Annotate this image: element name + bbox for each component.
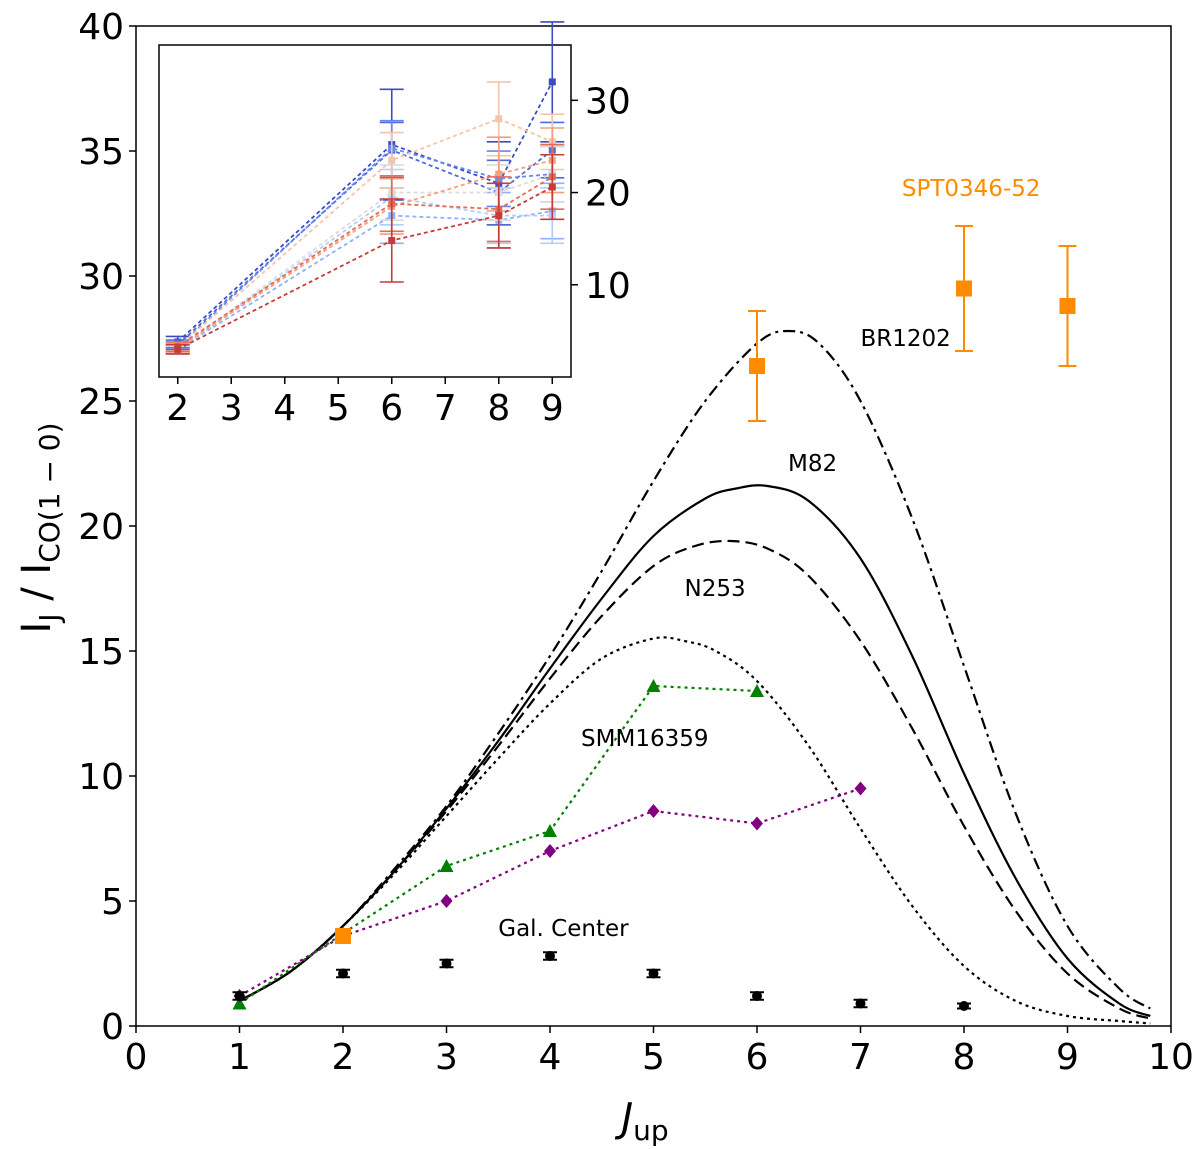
diamond-marker — [440, 894, 453, 908]
inset-series-line-1 — [177, 81, 554, 343]
model-curve-2 — [238, 484, 1151, 1018]
annotation-label: BR1202 — [861, 326, 951, 352]
model-curve-4 — [238, 636, 1151, 1025]
x-tick-label: 0 — [125, 1037, 148, 1078]
circle-marker — [441, 958, 452, 969]
y-tick-label: 10 — [78, 757, 124, 798]
inset-square-marker — [388, 237, 396, 245]
triangle-marker — [646, 679, 661, 692]
circle-marker — [855, 998, 866, 1009]
inset-square-marker — [548, 78, 556, 86]
x-tick-label: 3 — [435, 1037, 458, 1078]
inset-square-marker — [548, 183, 556, 191]
circle-marker — [648, 968, 659, 979]
inset-square-marker — [495, 212, 503, 220]
inset-series-line-8 — [177, 159, 553, 350]
series-line-1 — [238, 684, 758, 1005]
circle-marker — [338, 968, 348, 979]
y-tick-label: 5 — [101, 882, 124, 923]
annotation-label: Gal. Center — [498, 916, 629, 942]
x-axis-label-sub: up — [633, 1114, 669, 1147]
diamond-marker — [854, 781, 867, 796]
annotation-label: N253 — [685, 576, 746, 602]
triangle-marker — [543, 824, 557, 837]
x-tick-label: 4 — [539, 1037, 562, 1078]
x-tick-label: 2 — [332, 1037, 355, 1078]
inset-square-marker — [495, 115, 503, 123]
model-curve-3 — [238, 539, 1151, 1020]
inset-y-tick-label: 10 — [585, 266, 631, 307]
inset-y-tick-label: 30 — [585, 81, 631, 122]
inset-series-line-4 — [177, 210, 553, 351]
triangle-marker — [750, 684, 764, 697]
x-tick-label: 5 — [642, 1037, 665, 1078]
inset-x-tick-label: 4 — [273, 388, 296, 429]
inset-square-marker — [174, 345, 182, 353]
circle-marker — [752, 991, 762, 1001]
inset-x-tick-label: 7 — [434, 388, 457, 429]
circle-marker — [959, 1001, 969, 1011]
x-tick-label: 7 — [849, 1037, 872, 1078]
inset-x-tick-label: 9 — [541, 388, 564, 429]
inset-x-tick-label: 2 — [166, 388, 189, 429]
x-tick-label: 1 — [228, 1037, 251, 1078]
diamond-marker — [751, 816, 763, 831]
y-tick-label: 35 — [78, 132, 124, 173]
square-marker — [749, 358, 765, 374]
inset-series-line-7 — [177, 117, 553, 349]
x-axis-label: Jup — [614, 1095, 668, 1147]
inset-series-line-2 — [177, 149, 553, 346]
y-axis-label-sub2: CO(1 − 0) — [33, 422, 66, 562]
inset-x-tick-label: 5 — [327, 388, 350, 429]
inset-series-line-10 — [177, 186, 553, 351]
y-axis-label: IJ / ICO(1 − 0) — [14, 422, 66, 633]
circle-marker — [545, 951, 555, 961]
annotation-label: SPT0346-52 — [902, 176, 1041, 202]
y-tick-label: 15 — [78, 632, 124, 673]
x-tick-label: 8 — [953, 1037, 976, 1078]
triangle-marker — [439, 859, 454, 872]
inset-series-line-3 — [177, 147, 553, 349]
x-tick-label: 10 — [1148, 1037, 1194, 1078]
inset-series-line-6 — [177, 173, 553, 351]
diamond-marker — [647, 804, 660, 818]
square-marker — [956, 280, 972, 297]
y-tick-label: 30 — [78, 257, 124, 298]
inset-square-marker — [495, 170, 503, 178]
y-axis-label-sub1: J — [33, 613, 66, 623]
y-tick-label: 25 — [78, 382, 124, 423]
y-tick-label: 20 — [78, 507, 124, 548]
circle-marker — [234, 991, 245, 1001]
series-line-2 — [238, 787, 861, 997]
annotation-label: M82 — [788, 451, 837, 477]
inset-plot: 2 3 4 5 6 7 8 9 10 20 30 — [158, 21, 631, 429]
model-curve-1 — [238, 329, 1151, 1010]
y-tick-label: 0 — [101, 1007, 124, 1048]
y-axis-label-mid: / I — [14, 563, 60, 614]
diamond-marker — [544, 844, 556, 858]
x-tick-label: 9 — [1056, 1037, 1079, 1078]
inset-y-tick-label: 20 — [585, 174, 631, 215]
main-plot: 0 1 2 3 4 5 6 7 8 9 100510152025303540BR1202M82N25… — [78, 7, 1194, 1078]
inset-square-marker — [388, 156, 396, 164]
inset-x-tick-label: 8 — [487, 388, 510, 429]
annotation-label: SMM16359 — [581, 726, 708, 752]
inset-x-tick-label: 3 — [220, 388, 243, 429]
square-marker — [335, 928, 351, 944]
inset-x-tick-label: 6 — [380, 388, 403, 429]
inset-series-line-9 — [177, 176, 553, 348]
square-marker — [1059, 298, 1076, 314]
x-tick-label: 6 — [746, 1037, 769, 1078]
y-tick-label: 40 — [78, 7, 124, 48]
